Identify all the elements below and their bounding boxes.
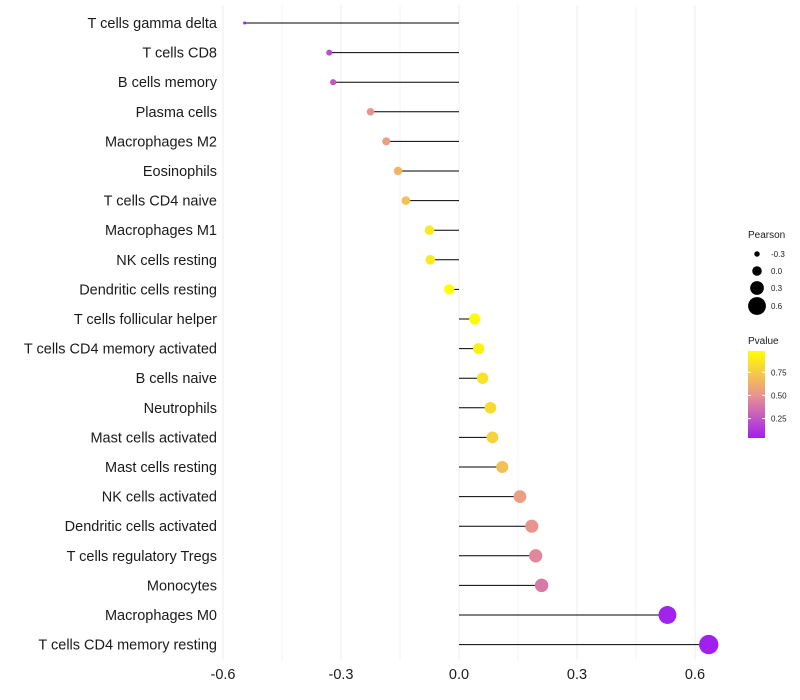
category-labels: T cells gamma delta T cells CD8 B cells me… [24, 16, 218, 654]
category-label: Macrophages M2 [105, 134, 217, 150]
category-label: T cells CD4 memory resting [38, 638, 217, 654]
data-point [330, 79, 337, 86]
data-point [476, 372, 489, 384]
category-label: T cells regulatory Tregs [67, 549, 217, 565]
pvalue-tick-label: 0.50 [771, 391, 787, 400]
category-label: Plasma cells [136, 105, 217, 121]
pearson-legend-label: -0.3 [771, 250, 785, 259]
category-label: T cells CD8 [142, 46, 217, 62]
data-point [486, 431, 499, 444]
category-label: Mast cells resting [105, 460, 217, 476]
pearson-legend-key [752, 266, 762, 276]
category-label: Mast cells activated [90, 430, 217, 446]
data-point [513, 490, 527, 503]
pvalue-legend-title: Pvalue [748, 336, 779, 347]
category-label: Dendritic cells activated [65, 519, 217, 535]
x-tick-label: -0.3 [329, 667, 354, 683]
pearson-size-legend: Pearson -0.3 0.0 0.3 0.6 [748, 230, 785, 315]
x-axis-ticks: -0.6 -0.3 0.0 0.3 0.6 [211, 667, 706, 683]
category-label: Neutrophils [144, 401, 217, 417]
data-point [484, 401, 497, 414]
pearson-legend-key [754, 251, 760, 257]
category-label: B cells memory [118, 75, 218, 91]
pearson-legend-title: Pearson [748, 230, 785, 241]
data-point [425, 255, 436, 265]
data-point [424, 225, 435, 235]
pearson-legend-key [750, 281, 764, 295]
category-label: Monocytes [147, 578, 217, 594]
pearson-legend-key [748, 297, 766, 315]
x-tick-label: 0.3 [567, 667, 587, 683]
data-point [525, 519, 539, 533]
data-point [496, 460, 509, 474]
data-point [393, 166, 403, 176]
data-point [366, 108, 375, 116]
data-point [382, 137, 391, 146]
lollipop-stems [244, 22, 709, 646]
category-label: T cells follicular helper [74, 312, 217, 328]
data-point [444, 284, 455, 295]
category-label: NK cells resting [116, 253, 217, 269]
category-label: T cells CD4 memory activated [24, 342, 217, 358]
x-tick-label: 0.0 [449, 667, 469, 683]
pvalue-color-legend: Pvalue 0.75 0.50 0.25 [748, 336, 787, 438]
data-point [658, 606, 677, 624]
pvalue-tick-label: 0.25 [771, 415, 787, 424]
x-tick-label: -0.6 [211, 667, 236, 683]
data-point [473, 342, 485, 355]
pearson-legend-label: 0.3 [771, 284, 783, 293]
data-point [534, 578, 549, 593]
category-label: Eosinophils [143, 164, 217, 180]
category-label: NK cells activated [102, 490, 217, 506]
category-label: Macrophages M0 [105, 608, 217, 624]
x-tick-label: 0.6 [685, 667, 705, 683]
pearson-legend-label: 0.6 [771, 302, 783, 311]
lollipop-points [243, 21, 719, 655]
category-label: B cells naive [136, 371, 217, 387]
data-point [326, 49, 333, 56]
data-point [401, 196, 411, 205]
data-point [529, 549, 543, 563]
category-label: T cells CD4 naive [104, 194, 217, 210]
category-label: T cells gamma delta [88, 16, 218, 32]
pvalue-tick-label: 0.75 [771, 368, 787, 377]
grid-lines [222, 5, 696, 660]
data-point [243, 21, 247, 25]
category-label: Dendritic cells resting [79, 282, 217, 298]
pearson-legend-label: 0.0 [771, 267, 783, 276]
data-point [469, 313, 481, 325]
pvalue-colorbar [748, 351, 765, 438]
category-label: Macrophages M1 [105, 223, 217, 239]
data-point [699, 634, 719, 655]
